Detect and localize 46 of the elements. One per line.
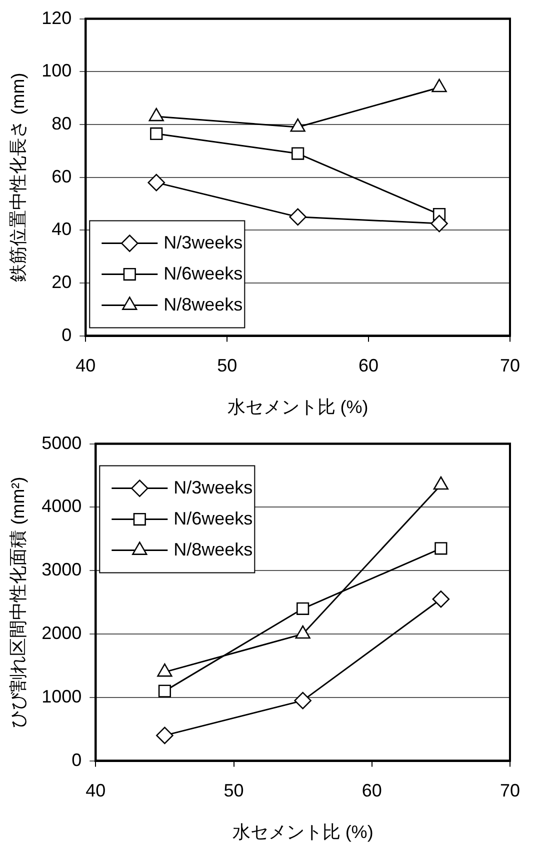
y-tick-label: 2000 (42, 622, 82, 643)
x-tick-label: 60 (362, 780, 382, 801)
y-tick-label: 100 (42, 60, 72, 81)
point (158, 684, 172, 698)
x-tick-label: 50 (224, 780, 244, 801)
x-tick-label: 40 (86, 780, 106, 801)
y-tick-label: 40 (52, 219, 72, 240)
point (434, 542, 448, 555)
point (289, 208, 306, 226)
point (294, 692, 312, 710)
x-tick-label: 50 (217, 356, 238, 376)
y-axis-title: 鉄筋位置中性化長さ (mm) (8, 72, 28, 282)
point (296, 602, 310, 615)
x-tick-label: 40 (76, 356, 96, 376)
y-tick-label: 0 (62, 324, 72, 345)
legend-label: N/8weeks (164, 294, 243, 314)
x-axis-title: 水セメント比 (%) (227, 397, 368, 418)
y-tick-label: 1000 (42, 686, 82, 706)
legend-label: N/6weeks (174, 508, 253, 528)
y-tick-label: 5000 (42, 432, 82, 453)
point (148, 174, 166, 192)
point (430, 214, 448, 232)
y-tick-label: 60 (52, 166, 72, 186)
y-tick-label: 0 (72, 750, 82, 770)
legend-label: N/3weeks (174, 477, 253, 498)
point (432, 590, 450, 608)
y-tick-label: 20 (52, 272, 72, 292)
point (433, 476, 449, 490)
y-axis-title: ひび割れ区間中性化面積 (mm²) (8, 476, 28, 728)
x-tick-label: 60 (358, 356, 379, 376)
point (148, 108, 164, 122)
y-tick-label: 3000 (42, 560, 82, 580)
point (156, 726, 174, 744)
x-axis-title: 水セメント比 (%) (232, 822, 374, 842)
point (292, 147, 304, 160)
legend-label: N/3weeks (164, 232, 243, 252)
legend-label: N/6weeks (164, 263, 243, 284)
x-tick-label: 70 (500, 780, 520, 801)
point (432, 78, 447, 92)
y-tick-label: 80 (52, 113, 72, 134)
point (290, 118, 306, 132)
point (150, 127, 163, 140)
legend-label: N/8weeks (174, 539, 253, 560)
y-tick-label: 4000 (42, 496, 82, 516)
x-tick-label: 70 (500, 356, 520, 376)
y-tick-label: 120 (42, 8, 72, 28)
